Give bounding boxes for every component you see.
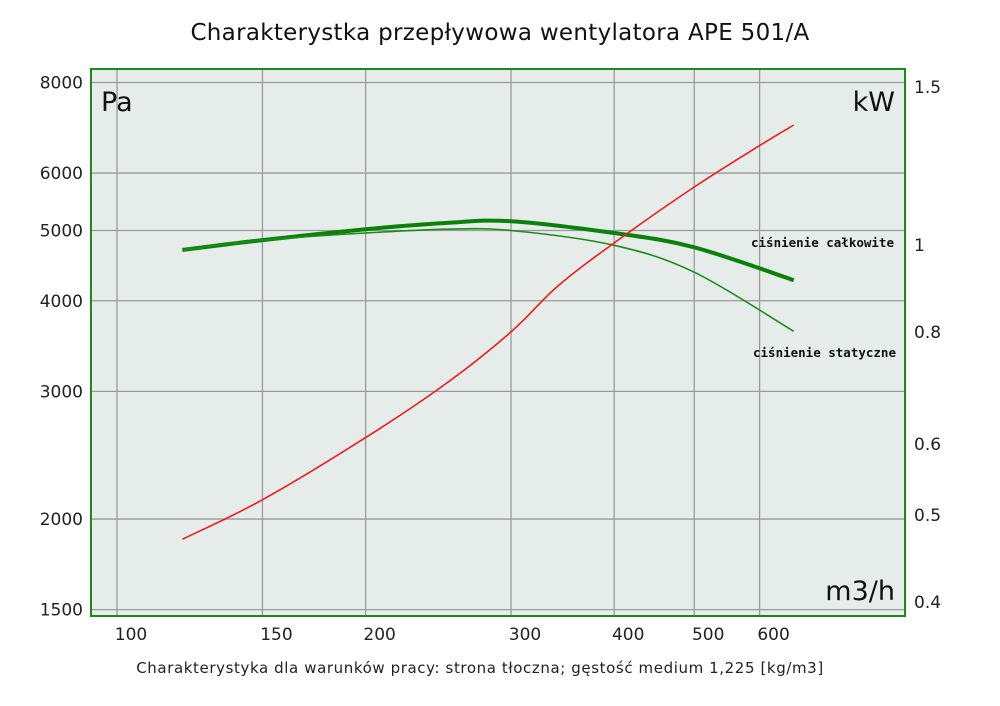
plot-frame xyxy=(90,68,906,617)
y-tick-label: 5000 xyxy=(40,221,83,241)
y2-tick-label: 1.5 xyxy=(914,78,941,98)
chart-title: Charakterystka przepływowa wentylatora A… xyxy=(190,20,810,46)
x-axis: 100 150 200 300 400 500 600 xyxy=(115,625,790,645)
x-tick-label: 600 xyxy=(757,625,789,645)
x-axis-label: m3/h xyxy=(825,576,895,607)
grid xyxy=(91,69,905,616)
x-tick-label: 400 xyxy=(612,625,644,645)
x-tick-label: 200 xyxy=(363,625,395,645)
y2-tick-label: 0.4 xyxy=(914,593,941,613)
y2-axis-label: kW xyxy=(853,87,895,118)
x-tick-label: 500 xyxy=(692,625,724,645)
series-group xyxy=(182,124,795,540)
series-line-static-pressure xyxy=(182,227,795,332)
y-tick-label: 1500 xyxy=(40,601,83,621)
series-label-static-pressure: ciśnienie statyczne xyxy=(753,345,896,360)
x-tick-label: 150 xyxy=(260,625,292,645)
y2-tick-label: 1 xyxy=(914,236,925,256)
y-tick-label: 6000 xyxy=(40,164,83,184)
y-tick-label: 3000 xyxy=(40,382,83,402)
y-tick-label: 2000 xyxy=(40,510,83,530)
x-tick-label: 300 xyxy=(509,625,541,645)
y2-tick-label: 0.6 xyxy=(914,435,941,455)
y-tick-label: 4000 xyxy=(40,292,83,312)
chart-footnote: Charakterystyka dla warunków pracy: stro… xyxy=(136,659,824,677)
y-axis-left: 1500 2000 3000 4000 5000 6000 8000 xyxy=(40,73,83,620)
y-axis-right: 0.4 0.5 0.6 0.8 1 1.5 xyxy=(914,78,941,613)
y-tick-label: 8000 xyxy=(40,73,83,93)
y2-tick-label: 0.8 xyxy=(914,323,941,343)
y2-tick-label: 0.5 xyxy=(914,506,941,526)
series-line-power xyxy=(182,124,795,540)
x-tick-label: 100 xyxy=(115,625,147,645)
y-axis-label: Pa xyxy=(101,87,133,118)
series-label-total-pressure: ciśnienie całkowite xyxy=(751,235,894,250)
